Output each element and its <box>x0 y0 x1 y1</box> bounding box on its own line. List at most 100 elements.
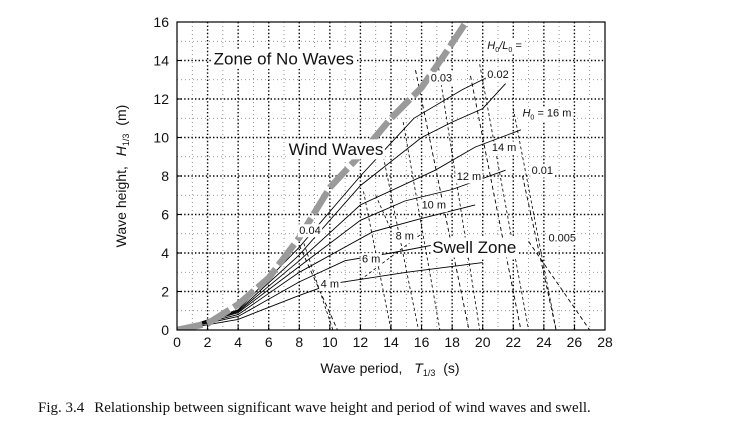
wave-height-label: 6 m <box>362 254 380 266</box>
zone-label: Zone of No Waves <box>214 49 354 68</box>
wave-height-label-background <box>394 230 416 244</box>
x-axis-symbol-sub: 1/3 <box>423 368 436 378</box>
caption-text: Relationship between significant wave he… <box>94 400 591 416</box>
zone-label-background <box>430 237 518 258</box>
steepness-header-background <box>485 39 524 55</box>
auxiliary-dashed-line <box>436 56 481 330</box>
wave-height-label: 14 m <box>492 142 516 154</box>
x-tick-label: 16 <box>414 334 430 350</box>
wave-height-line <box>177 262 483 330</box>
zone-label-background <box>212 48 356 69</box>
auxiliary-dashed-line <box>363 191 392 330</box>
wave-height-label: 4 m <box>321 279 339 291</box>
y-axis-label-main: Wave height, <box>113 166 129 247</box>
wave-height-label-group: 12 m <box>455 170 483 184</box>
steepness-line <box>470 75 522 330</box>
steepness-label-group: 0.03 <box>429 72 454 86</box>
steepness-label-background <box>297 224 323 238</box>
wave-height-label: 8 m <box>396 231 414 243</box>
auxiliary-dashed-line <box>375 195 392 231</box>
steepness-line <box>522 175 557 330</box>
zone-label-group: Wind Waves <box>287 139 385 160</box>
y-axis-unit: (m) <box>113 105 129 126</box>
wave-height-label-part: = 16 m <box>534 107 571 119</box>
steepness-line <box>528 241 591 330</box>
y-tick-label: 12 <box>153 91 169 107</box>
x-tick-label: 2 <box>204 334 212 350</box>
x-tick-label: 0 <box>173 334 181 350</box>
y-axis-symbol: H <box>113 145 129 156</box>
steepness-label-group: 0.01 <box>530 164 555 178</box>
wave-height-line <box>177 75 491 330</box>
x-tick-label: 4 <box>234 334 242 350</box>
y-tick-label: 2 <box>161 284 169 300</box>
auxiliary-dashed-line <box>383 156 419 330</box>
breaking-limit-line <box>177 22 471 330</box>
y-tick-label: 6 <box>161 207 169 223</box>
y-tick-label: 10 <box>153 130 169 146</box>
wave-height-line <box>177 169 506 330</box>
steepness-label-group: 0.005 <box>546 231 578 245</box>
steepness-label-background <box>429 72 454 86</box>
zone-label-background <box>287 139 385 160</box>
x-tick-label: 6 <box>265 334 273 350</box>
figure-number: Fig. 3.4 <box>38 400 85 416</box>
wave-height-label: 10 m <box>422 200 446 212</box>
steepness-line <box>298 245 338 330</box>
steepness-header: H0/L0 = <box>487 40 522 54</box>
steepness-header-group: H0/L0 = <box>485 39 524 55</box>
wave-height-label-background <box>319 278 341 292</box>
steepness-line <box>415 70 470 330</box>
zone-label-group: Zone of No Waves <box>212 48 356 69</box>
x-axis-label: Wave period, T1/3 (s) <box>320 360 459 379</box>
wave-height-label: H0 = 16 m <box>522 107 571 121</box>
x-axis-label-main: Wave period, <box>320 360 402 376</box>
steepness-header-part: /L <box>498 40 508 52</box>
wave-height-label-background <box>520 106 573 122</box>
y-axis-label: Wave height, H1/3 (m) <box>113 105 132 248</box>
y-axis-symbol-sub: 1/3 <box>121 134 131 147</box>
wave-height-label-background <box>490 141 518 155</box>
data-curves <box>177 22 591 330</box>
steepness-label-background <box>485 68 511 82</box>
y-tick-label: 8 <box>161 168 169 184</box>
zone-label: Swell Zone <box>432 238 516 257</box>
wave-height-line <box>177 83 506 330</box>
x-tick-label: 8 <box>295 334 303 350</box>
steepness-header-part: 0 <box>495 46 499 54</box>
steepness-header-part: H <box>487 40 495 52</box>
zone-label-group: Swell Zone <box>430 237 518 258</box>
x-axis-unit: (s) <box>443 360 459 376</box>
steepness-label-background <box>546 231 578 245</box>
figure-caption: Fig. 3.4 Relationship between significant… <box>38 398 698 418</box>
steepness-label: 0.03 <box>431 73 452 85</box>
steepness-label: 0.04 <box>299 225 320 237</box>
x-tick-label: 14 <box>383 334 399 350</box>
auxiliary-dashed-line <box>512 108 557 330</box>
steepness-header-part: 0 <box>508 46 512 54</box>
wave-height-label-part: H <box>522 107 530 119</box>
steepness-label-group: 0.04 <box>297 224 323 238</box>
wave-height-label-background <box>455 170 483 184</box>
x-tick-label: 28 <box>597 334 613 350</box>
steepness-label: 0.005 <box>548 232 576 244</box>
steepness-header-part: = <box>512 40 521 52</box>
wave-height-label-group: 6 m <box>360 253 382 267</box>
wave-height-label-background <box>420 199 448 213</box>
wave-height-label-group: 8 m <box>394 230 416 244</box>
x-tick-label: 26 <box>567 334 583 350</box>
wave-height-label-group: 4 m <box>319 278 341 292</box>
steepness-label-group: 0.02 <box>485 68 511 82</box>
x-tick-label: 22 <box>505 334 521 350</box>
y-tick-label: 16 <box>153 14 169 30</box>
wave-height-label-part: 0 <box>530 113 534 121</box>
wave-height-label-background <box>360 253 382 267</box>
x-tick-label: 12 <box>353 334 369 350</box>
steepness-label: 0.02 <box>487 69 508 81</box>
wave-height-label-group: 10 m <box>420 199 448 213</box>
y-tick-label: 0 <box>161 322 169 338</box>
grid <box>177 22 605 330</box>
steepness-label: 0.01 <box>532 165 553 177</box>
x-tick-label: 20 <box>475 334 491 350</box>
